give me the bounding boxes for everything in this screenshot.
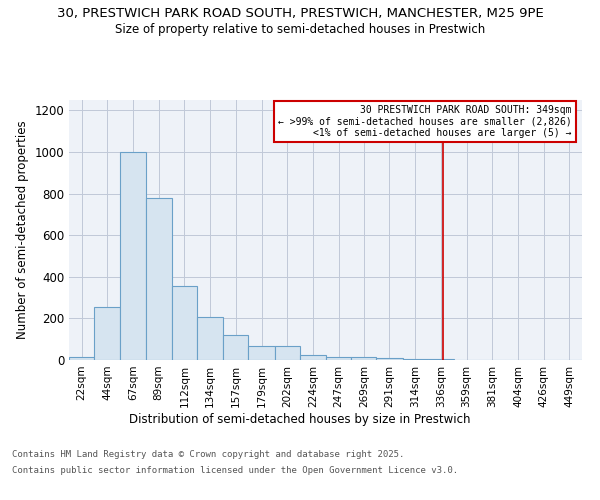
Bar (121, 152, 146, 360)
Bar (403, 359, 428, 360)
Text: Distribution of semi-detached houses by size in Prestwich: Distribution of semi-detached houses by … (129, 412, 471, 426)
Text: Contains public sector information licensed under the Open Government Licence v3: Contains public sector information licen… (12, 466, 458, 475)
Bar (351, 357, 376, 360)
Text: Contains HM Land Registry data © Crown copyright and database right 2025.: Contains HM Land Registry data © Crown c… (12, 450, 404, 459)
Bar (300, 355, 326, 360)
Bar (376, 358, 403, 360)
Bar (172, 286, 197, 360)
Bar (94, 307, 121, 360)
Bar (197, 318, 223, 360)
Bar (69, 357, 94, 360)
Bar (248, 346, 275, 360)
Text: 30 PRESTWICH PARK ROAD SOUTH: 349sqm
← >99% of semi-detached houses are smaller : 30 PRESTWICH PARK ROAD SOUTH: 349sqm ← >… (278, 105, 572, 138)
Y-axis label: Number of semi-detached properties: Number of semi-detached properties (16, 120, 29, 340)
Text: 30, PRESTWICH PARK ROAD SOUTH, PRESTWICH, MANCHESTER, M25 9PE: 30, PRESTWICH PARK ROAD SOUTH, PRESTWICH… (56, 8, 544, 20)
Bar (146, 198, 172, 360)
Text: Size of property relative to semi-detached houses in Prestwich: Size of property relative to semi-detach… (115, 22, 485, 36)
Bar (275, 346, 300, 360)
Bar (223, 335, 248, 360)
Bar (326, 357, 351, 360)
